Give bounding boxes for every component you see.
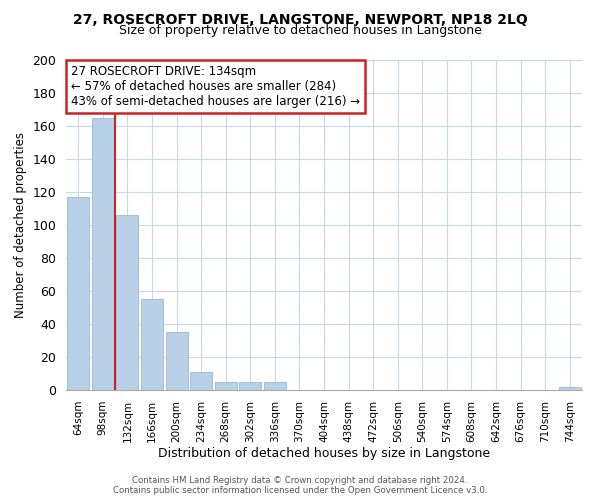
Text: 27, ROSECROFT DRIVE, LANGSTONE, NEWPORT, NP18 2LQ: 27, ROSECROFT DRIVE, LANGSTONE, NEWPORT,… — [73, 12, 527, 26]
Bar — [190, 372, 212, 390]
Bar — [215, 382, 237, 390]
X-axis label: Distribution of detached houses by size in Langstone: Distribution of detached houses by size … — [158, 448, 490, 460]
Bar — [141, 299, 163, 390]
Bar — [559, 386, 581, 390]
Bar — [92, 118, 114, 390]
Text: Contains HM Land Registry data © Crown copyright and database right 2024.
Contai: Contains HM Land Registry data © Crown c… — [113, 476, 487, 495]
Bar — [264, 382, 286, 390]
Bar — [116, 215, 139, 390]
Y-axis label: Number of detached properties: Number of detached properties — [14, 132, 27, 318]
Bar — [67, 197, 89, 390]
Bar — [239, 382, 262, 390]
Text: 27 ROSECROFT DRIVE: 134sqm
← 57% of detached houses are smaller (284)
43% of sem: 27 ROSECROFT DRIVE: 134sqm ← 57% of deta… — [71, 65, 360, 108]
Bar — [166, 332, 188, 390]
Text: Size of property relative to detached houses in Langstone: Size of property relative to detached ho… — [119, 24, 481, 37]
